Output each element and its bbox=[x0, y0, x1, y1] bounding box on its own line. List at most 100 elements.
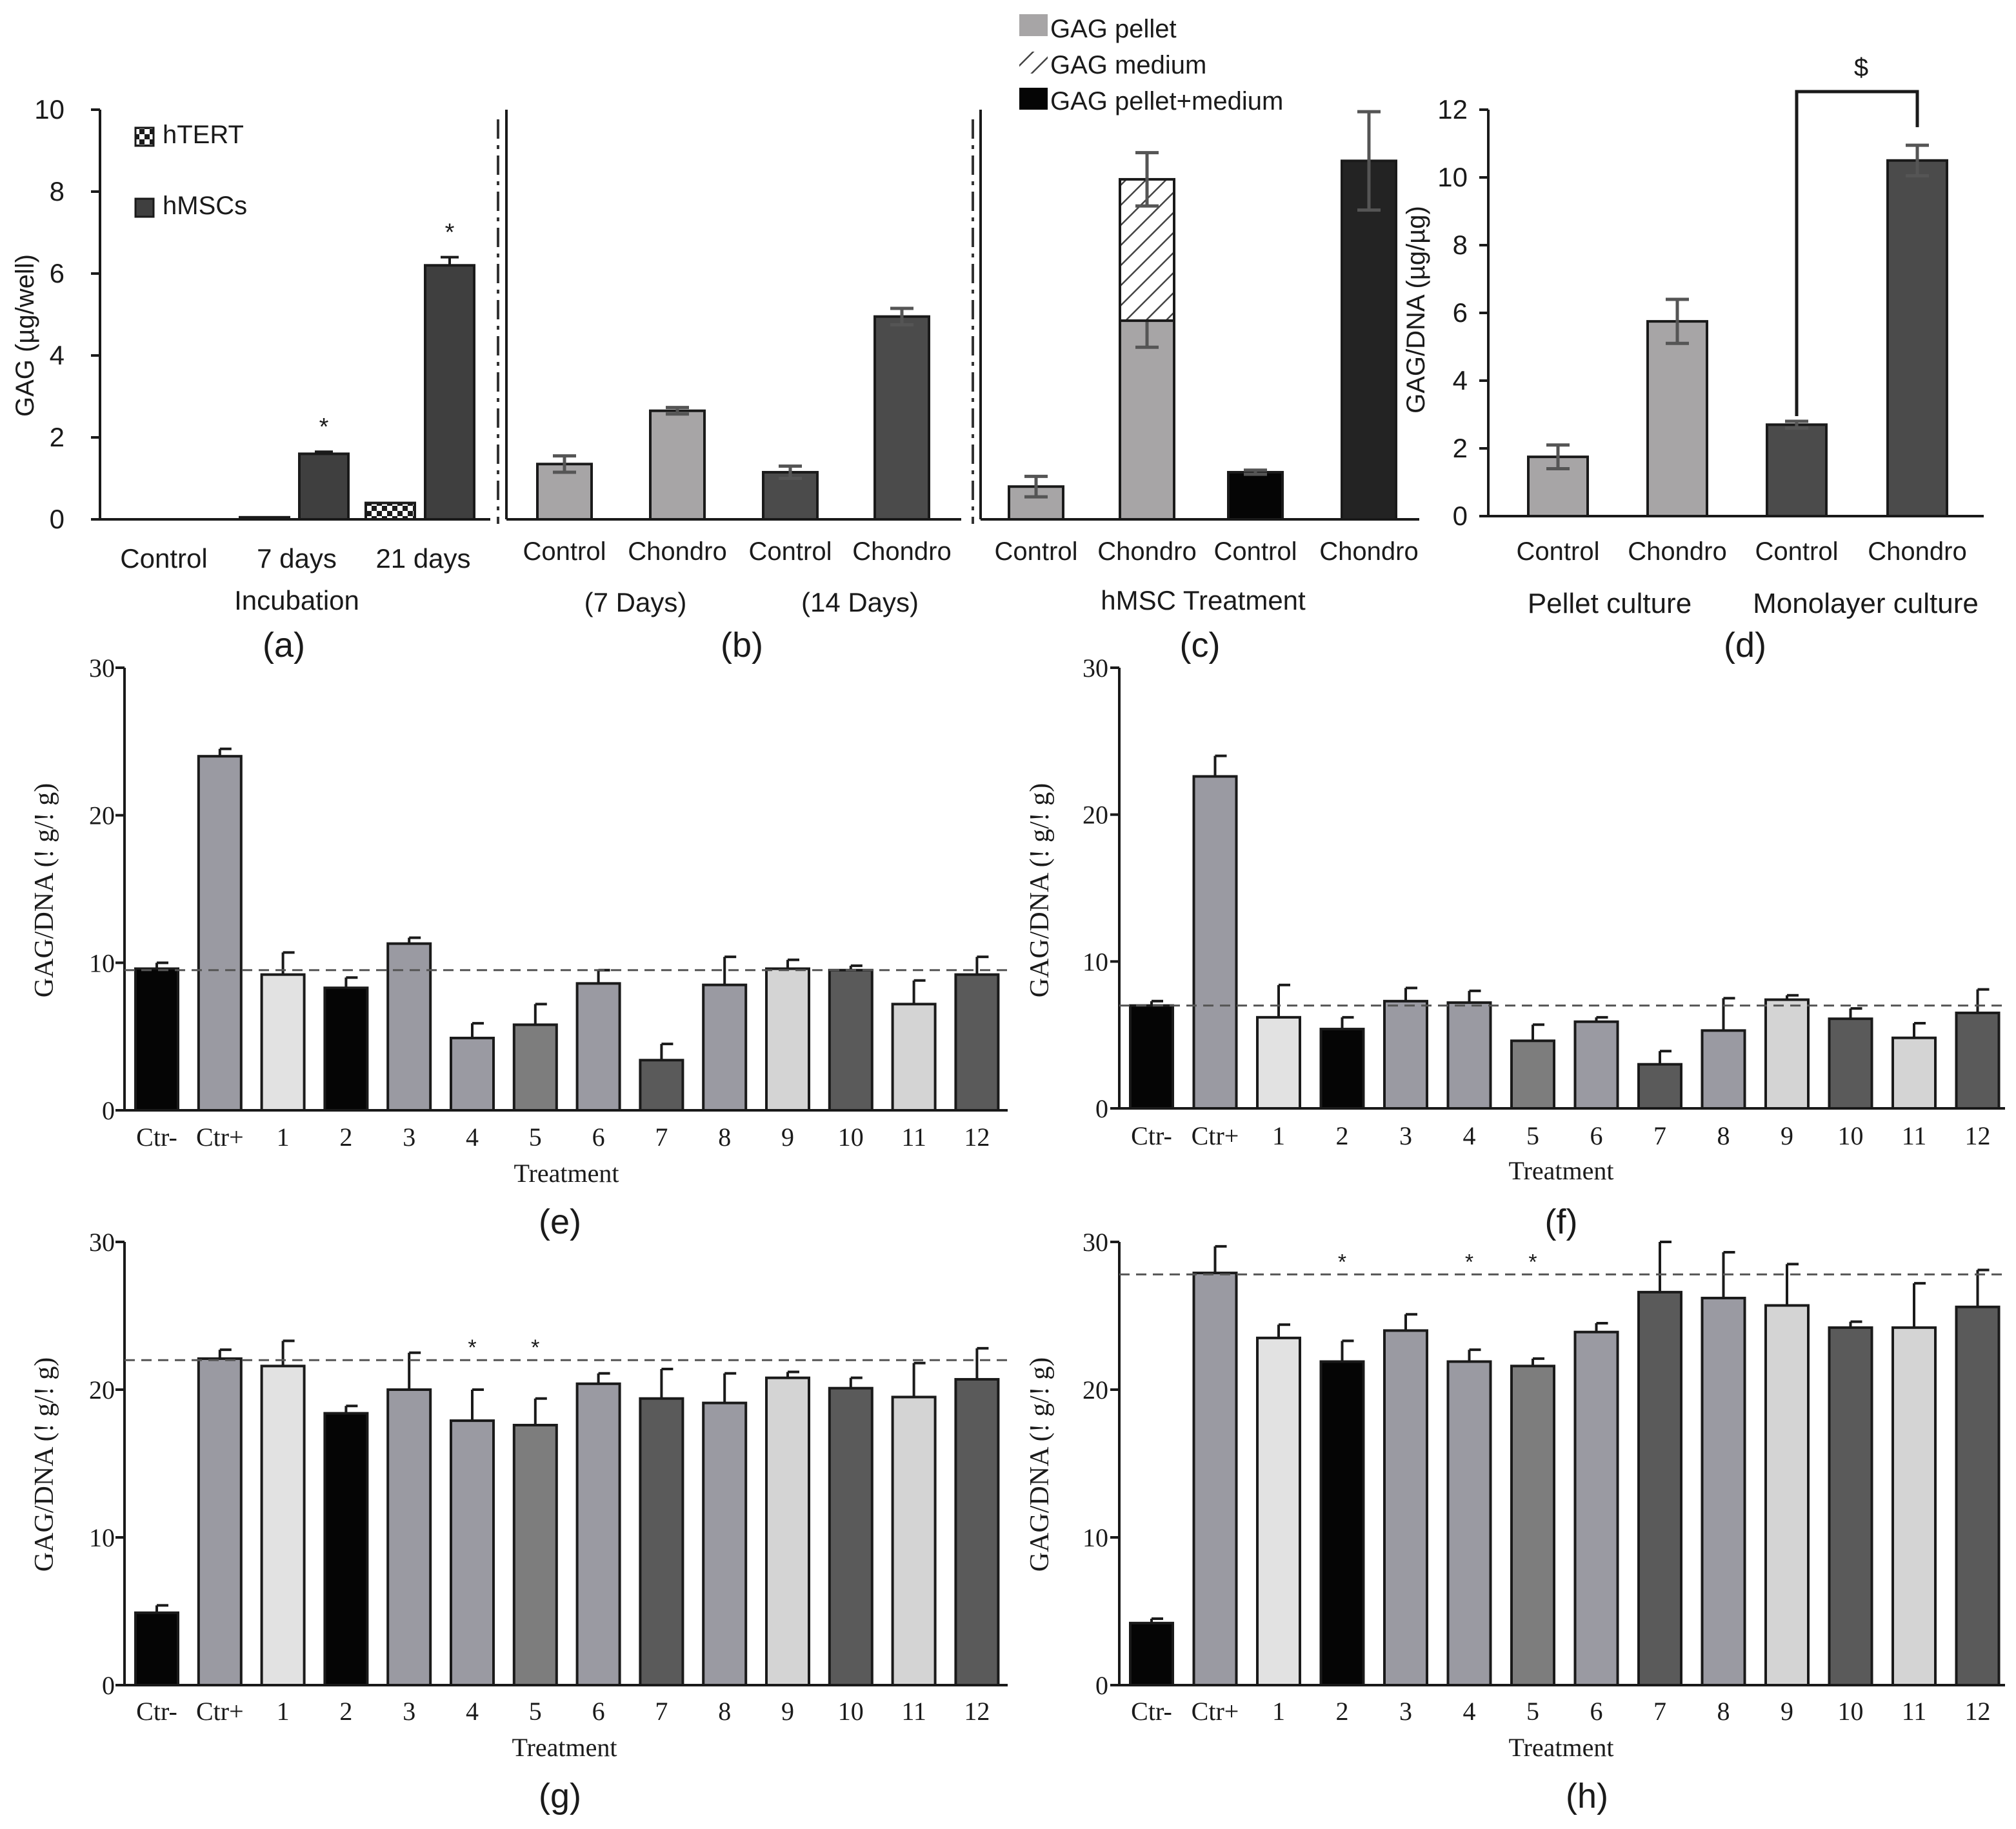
panel-f-bar bbox=[1192, 775, 1238, 1110]
panel-e-xtick-label: 5 bbox=[529, 1123, 542, 1152]
panel-c-xlabel: hMSC Treatment bbox=[1101, 585, 1306, 615]
panel-e-xtick-label: 3 bbox=[403, 1123, 415, 1152]
panel-f-bar bbox=[1637, 1063, 1682, 1110]
panel-g-xtick-label: 9 bbox=[781, 1697, 794, 1726]
panel-d-ytick-label: 10 bbox=[1437, 162, 1468, 192]
panel-d-significance-bracket bbox=[1795, 90, 1919, 416]
legend-label-gag-medium: GAG medium bbox=[1050, 51, 1206, 79]
legend-label-htert: hTERT bbox=[163, 121, 244, 149]
panel-c-xtick-2: Control bbox=[1214, 537, 1297, 566]
panel-d-marks: 0 2 4 6 8 10 12 bbox=[1437, 90, 1984, 531]
panel-h-bar bbox=[1891, 1326, 1937, 1687]
panel-g-xtick-label: 7 bbox=[655, 1697, 668, 1726]
panel-e-bar bbox=[702, 983, 748, 1112]
panel-f-bar bbox=[1573, 1020, 1619, 1110]
panel-g-bar bbox=[260, 1364, 306, 1687]
panel-g-xtick-label: Ctr+ bbox=[196, 1697, 244, 1726]
panel-d-ytick-label: 8 bbox=[1453, 230, 1468, 260]
panel-d-group-monolayer: Monolayer culture bbox=[1753, 588, 1979, 619]
panel-c-marks bbox=[979, 110, 1419, 521]
panel-f-bar bbox=[1446, 1001, 1492, 1110]
panel-a-ytick-label: 0 bbox=[50, 504, 65, 534]
panel-g-xtick-label: 4 bbox=[466, 1697, 479, 1726]
panel-g-bar bbox=[450, 1419, 495, 1687]
panel-a-bar-hmscs bbox=[424, 264, 475, 521]
panel-g-caption: (g) bbox=[539, 1777, 581, 1815]
panel-g-bar bbox=[639, 1397, 684, 1686]
panel-h-xtick-label: Ctr+ bbox=[1192, 1697, 1239, 1726]
panel-e-xtick-label: Ctr+ bbox=[196, 1123, 244, 1152]
panel-f-ylabel: GAG/DNA (! g/! g) bbox=[1025, 783, 1055, 997]
panel-h-bar bbox=[1510, 1364, 1555, 1687]
panel-f-xtick-label: Ctr+ bbox=[1192, 1121, 1239, 1150]
panel-c-bar-gag-pellet-medium bbox=[1341, 159, 1397, 521]
panel-g-xtick-label: 10 bbox=[838, 1697, 864, 1726]
panel-h-bar bbox=[1637, 1290, 1682, 1686]
panel-f-bar bbox=[1891, 1036, 1937, 1110]
panel-e-xtick-label: 2 bbox=[339, 1123, 352, 1152]
panel-f-bar bbox=[1129, 1004, 1174, 1110]
panel-h-bar bbox=[1446, 1360, 1492, 1686]
panel-e-bar bbox=[891, 1003, 937, 1112]
panel-h-ytick-label: 10 bbox=[1083, 1523, 1108, 1552]
legend-swatch-gag-medium bbox=[1019, 52, 1048, 74]
panel-c-bar-gag-pellet-medium bbox=[1227, 470, 1284, 521]
panel-h-bar bbox=[1573, 1330, 1619, 1686]
panel-h-xtick-label: 3 bbox=[1399, 1697, 1412, 1726]
panel-g-xtick-label: 12 bbox=[964, 1697, 990, 1726]
panel-h-xtick-label: 5 bbox=[1526, 1697, 1539, 1726]
panel-f-xtick-label: 10 bbox=[1838, 1121, 1864, 1150]
panel-f-ytick-label: 30 bbox=[1083, 654, 1108, 683]
panel-a-ytick-label: 4 bbox=[50, 340, 65, 370]
panel-e-xtick-label: 8 bbox=[718, 1123, 731, 1152]
panel-e-ytick-label: 20 bbox=[89, 801, 115, 830]
panel-d-xtick-3: Chondro bbox=[1868, 537, 1966, 566]
panel-f-xlabel: Treatment bbox=[1509, 1156, 1614, 1185]
panel-e-bar bbox=[639, 1059, 684, 1112]
panel-g-ytick-label: 10 bbox=[89, 1523, 115, 1552]
panel-a-caption: (a) bbox=[263, 626, 305, 665]
panel-h-xtick-label: 12 bbox=[1965, 1697, 1991, 1726]
panel-h-caption: (h) bbox=[1566, 1777, 1608, 1815]
panel-f-xtick-label: 11 bbox=[1902, 1121, 1927, 1150]
legend-swatch-gag-pellet-medium bbox=[1019, 88, 1048, 110]
panel-g-ytick-label: 30 bbox=[89, 1228, 115, 1257]
legend-swatch-gag-pellet bbox=[1019, 14, 1048, 36]
panel-h-xlabel: Treatment bbox=[1509, 1733, 1614, 1762]
panel-e-bar bbox=[260, 973, 306, 1112]
panel-h-xtick-label: 6 bbox=[1590, 1697, 1603, 1726]
panel-h-bar bbox=[1764, 1304, 1810, 1686]
panel-h-xtick-label: 10 bbox=[1838, 1697, 1864, 1726]
panel-h-significance-mark: * bbox=[1338, 1250, 1346, 1274]
panel-a-xtick-7days: 7 days bbox=[257, 543, 337, 574]
panel-e-bar bbox=[323, 986, 369, 1112]
panel-h-ylabel: GAG/DNA (! g/! g) bbox=[1025, 1357, 1055, 1572]
panel-d-bar bbox=[1766, 423, 1828, 517]
panel-g-bar bbox=[512, 1423, 558, 1686]
legend-swatch-hmscs bbox=[134, 197, 155, 218]
panel-f-bar bbox=[1383, 999, 1428, 1110]
legend-label-gag-pellet: GAG pellet bbox=[1050, 15, 1177, 43]
panel-f-xtick-label: 1 bbox=[1272, 1121, 1285, 1150]
panel-g-significance-mark: * bbox=[468, 1335, 476, 1360]
panel-b-bar bbox=[649, 409, 706, 521]
panel-f-bar bbox=[1319, 1028, 1365, 1110]
panel-c: GAG pellet GAG medium GAG pellet+medium … bbox=[979, 14, 1419, 665]
panel-h-xtick-label: 4 bbox=[1463, 1697, 1476, 1726]
panel-g-ylabel: GAG/DNA (! g/! g) bbox=[30, 1357, 59, 1572]
panel-g-xtick-label: 1 bbox=[277, 1697, 290, 1726]
panel-e-ylabel: GAG/DNA (! g/! g) bbox=[30, 783, 59, 997]
panel-b-xtick-3: Chondro bbox=[852, 537, 951, 566]
panel-g-xtick-label: 6 bbox=[592, 1697, 605, 1726]
panel-g-bar bbox=[828, 1386, 873, 1686]
panel-e-xtick-label: 4 bbox=[466, 1123, 479, 1152]
panel-f-ytick-label: 20 bbox=[1083, 801, 1108, 830]
panel-a-xlabel: Incubation bbox=[234, 585, 359, 615]
panel-e-xtick-label: 10 bbox=[838, 1123, 864, 1152]
panel-e-bar bbox=[954, 973, 1000, 1112]
panel-g-xtick-label: 11 bbox=[901, 1697, 926, 1726]
panel-g-significance-mark: * bbox=[531, 1335, 539, 1360]
